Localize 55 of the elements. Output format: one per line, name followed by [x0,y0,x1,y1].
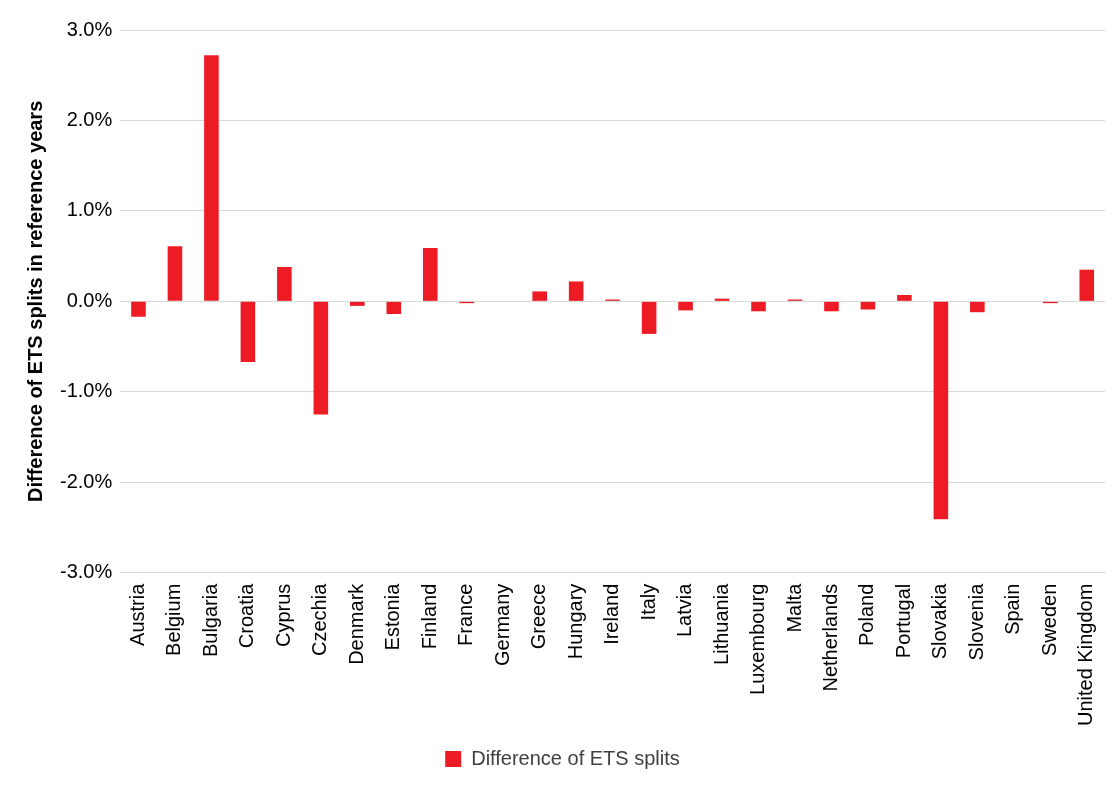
y-tick-label: 0.0% [66,288,113,311]
bar [897,295,912,301]
y-axis-title: Difference of ETS splits in reference years [23,100,46,502]
bar [568,281,584,301]
x-tick-label: Hungary [563,583,586,660]
bar [131,301,146,317]
x-tick-label: Portugal [891,583,914,659]
x-tick-label: Croatia [235,582,258,649]
y-tick-label: 1.0% [66,198,113,221]
x-tick-label: Austria [126,582,148,646]
bar [386,301,402,315]
x-tick-label: Bulgaria [198,582,221,658]
y-tick-label: 2.0% [66,107,113,130]
bar [532,291,547,301]
x-tick-label: Belgium [162,583,185,656]
bar [313,301,329,415]
x-tick-label: Italy [636,583,659,621]
x-tick-label: Ireland [600,583,623,645]
x-tick-label: Luxembourg [746,583,769,695]
y-tick-label: -2.0% [60,469,113,492]
x-tick-label: France [454,583,477,646]
x-tick-label: Malta [782,582,805,633]
x-tick-label: Poland [855,583,878,646]
x-tick-label: Germany [490,583,513,666]
x-tick-label: Denmark [344,582,367,665]
bar [1079,269,1095,301]
x-tick-label: Slovakia [928,582,951,660]
x-tick-label: Netherlands [818,583,841,692]
bar [824,301,839,312]
x-tick-label: United Kingdom [1074,583,1097,727]
x-tick-label: Lithuania [709,582,732,665]
y-tick-label: 3.0% [66,17,113,40]
bar [678,301,693,311]
bar [204,55,219,301]
bar [277,266,292,301]
x-tick-label: Spain [1001,583,1024,635]
bar [970,301,985,313]
bar [641,301,657,334]
y-tick-label: -3.0% [60,560,113,583]
x-tick-label: Sweden [1037,583,1060,656]
x-tick-label: Latvia [673,582,696,638]
bar [350,301,365,306]
bar [167,246,183,301]
bar [751,301,766,312]
x-tick-label: Finland [417,583,440,650]
x-tick-label: Cyprus [271,583,294,648]
bar [933,301,949,520]
bar [240,301,256,362]
x-tick-label: Greece [527,583,550,650]
x-tick-label: Slovenia [964,582,987,661]
x-tick-label: Estonia [381,582,404,651]
bar [422,247,438,301]
y-tick-label: -1.0% [60,379,113,402]
legend-label: Difference of ETS splits [471,746,680,769]
x-tick-label: Czechia [308,582,331,656]
